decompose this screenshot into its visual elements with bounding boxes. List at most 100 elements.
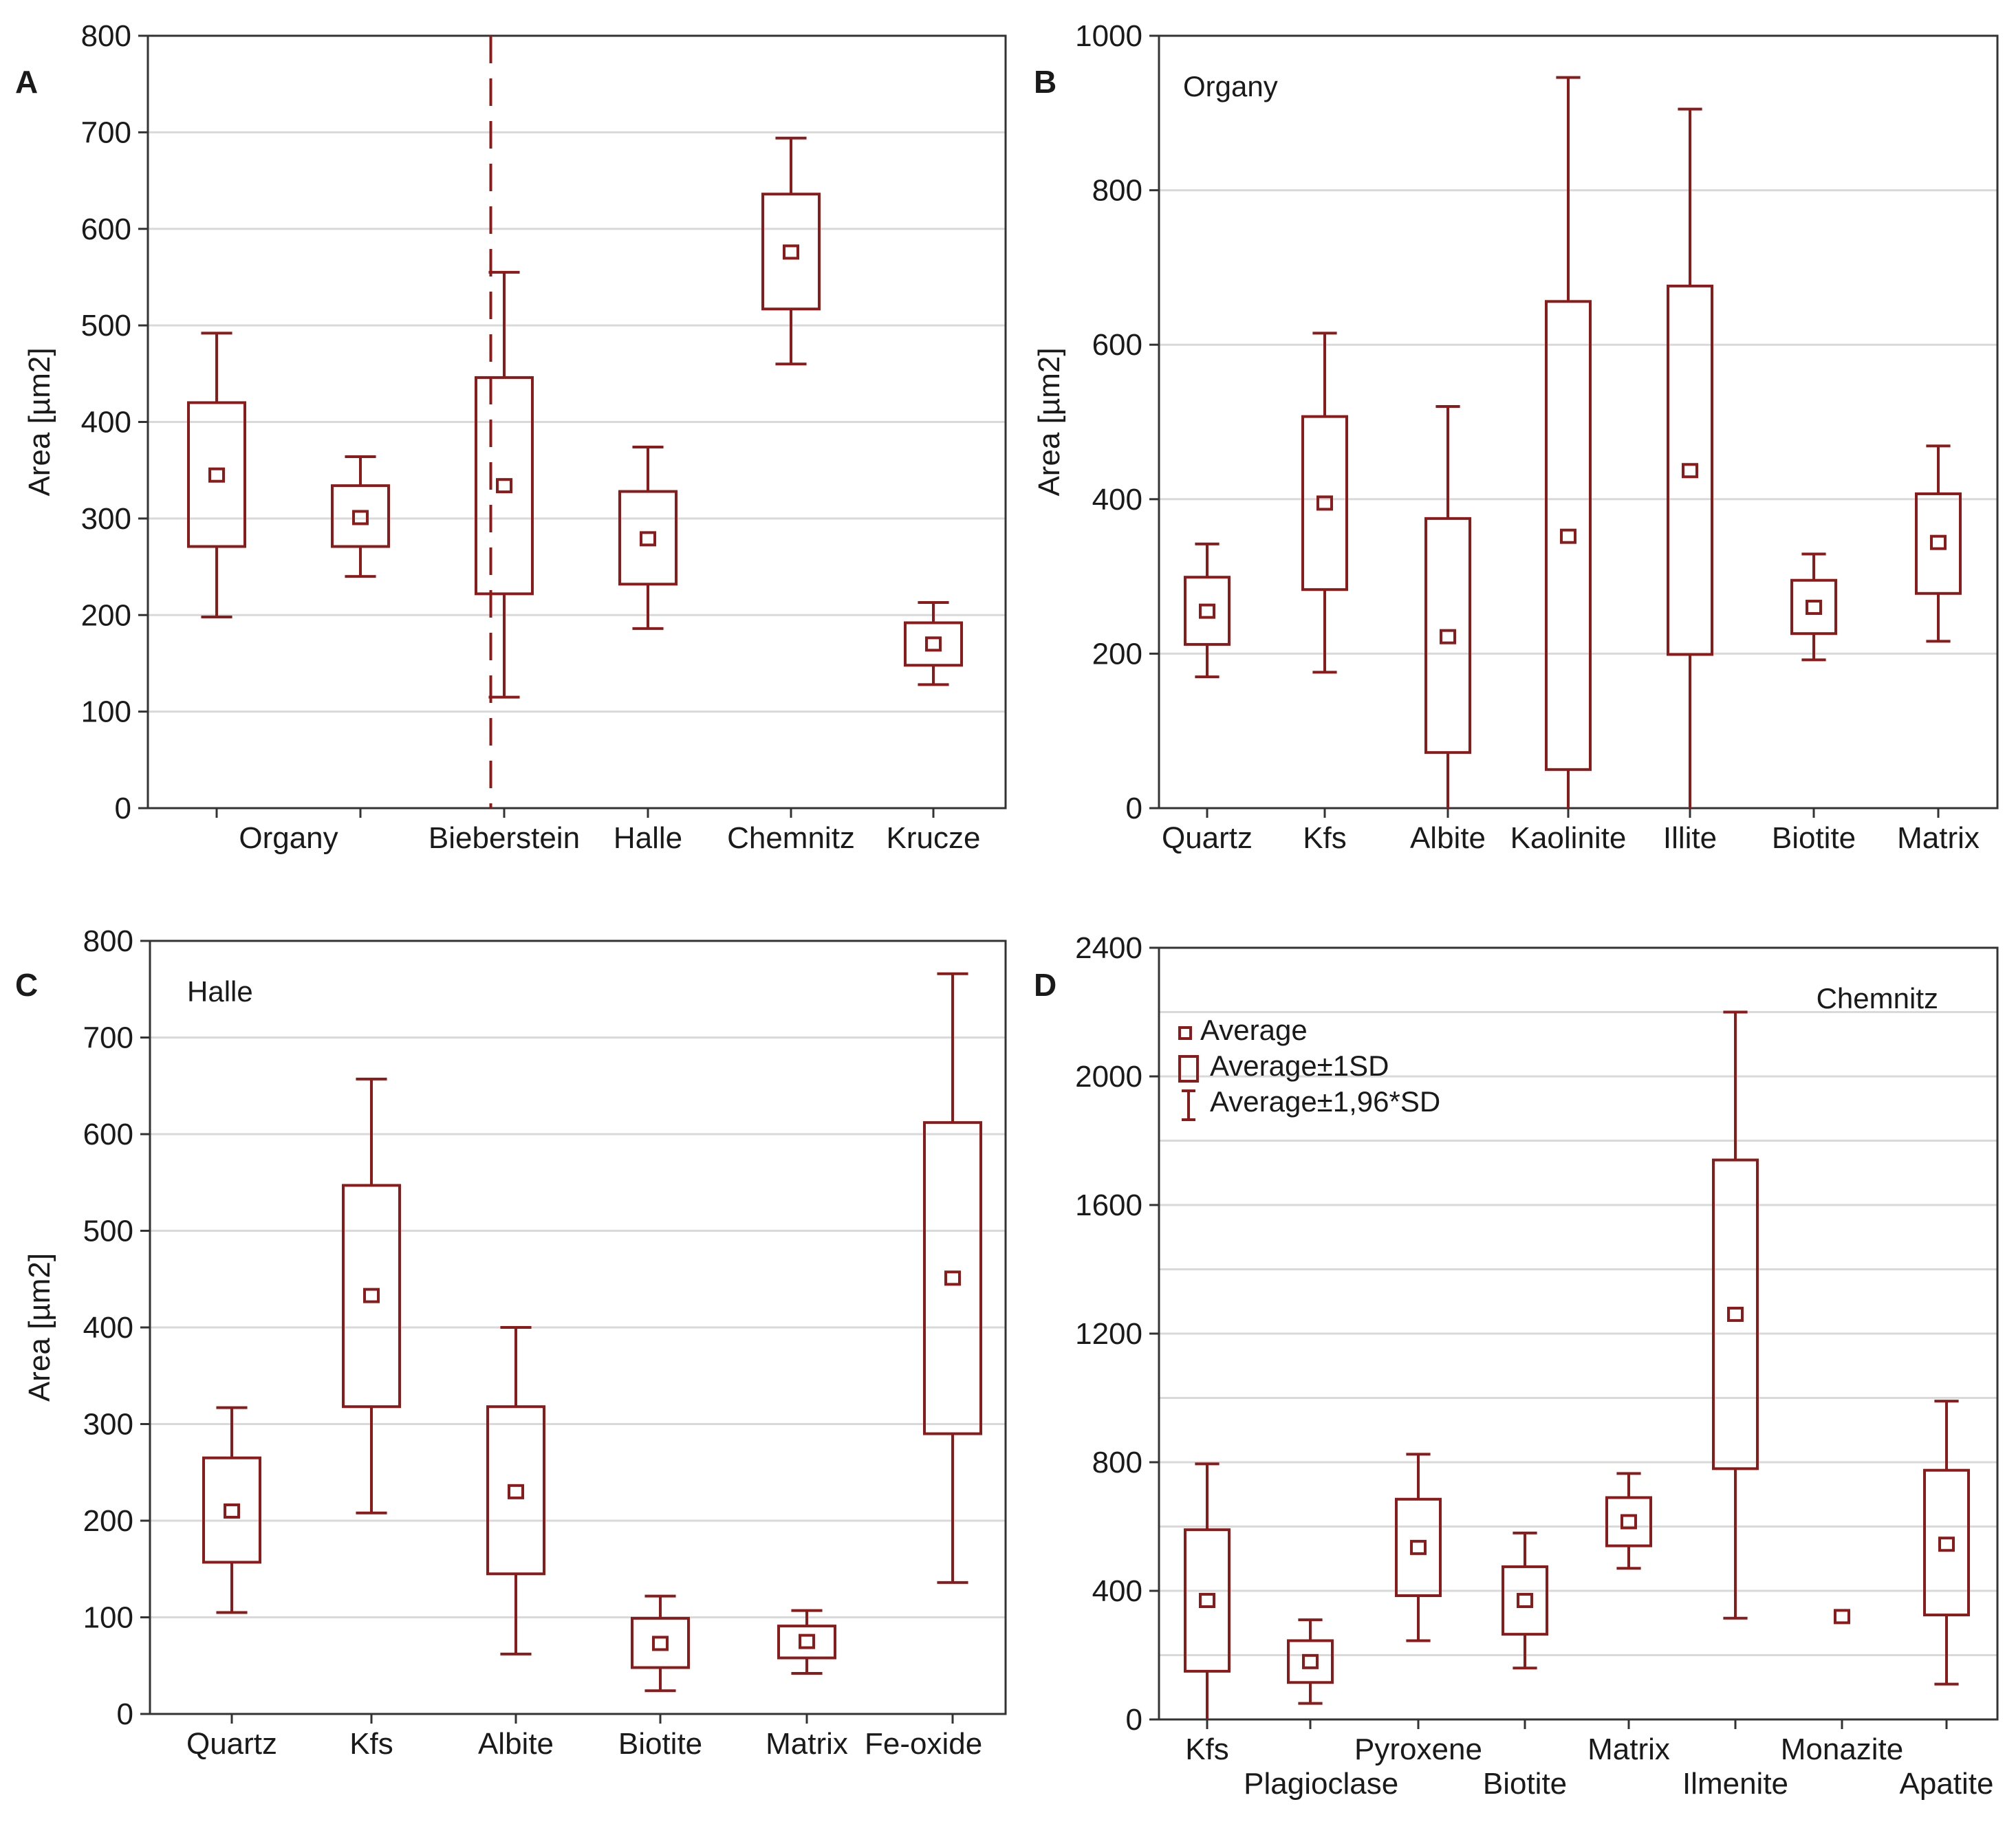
sd-box: [1184, 1528, 1231, 1673]
sd-box: [1605, 1496, 1652, 1548]
y-axis-title: Area [µm2]: [23, 347, 56, 496]
y-tick-label: 100: [81, 695, 131, 729]
sd-box: [187, 401, 246, 548]
x-category-label: Halle: [614, 821, 682, 855]
mean-marker: [799, 1633, 815, 1649]
box-plot-pyroxene: [1395, 1453, 1442, 1642]
y-tick-label: 600: [81, 213, 131, 246]
mean-marker: [1560, 528, 1576, 544]
box-plot-matrix: [1605, 1472, 1652, 1570]
x-category-label: Ilmenite: [1682, 1767, 1788, 1801]
mean-marker: [1199, 603, 1215, 619]
box-plot-krucze: [904, 601, 963, 686]
box-plot-fe-oxide: [923, 972, 982, 1584]
sd-box: [1424, 517, 1471, 754]
y-tick-label: 500: [83, 1215, 133, 1248]
box-plot-plagioclase: [1287, 1618, 1334, 1705]
mean-marker: [1930, 534, 1947, 550]
y-axis-title: Area [µm2]: [1032, 347, 1066, 496]
y-tick-label: 1000: [1075, 19, 1142, 53]
x-category-label: Pyroxene: [1354, 1733, 1482, 1766]
mean-marker: [1806, 600, 1822, 616]
sd-box: [1915, 492, 1962, 595]
y-tick-label: 600: [83, 1118, 133, 1151]
panel-annotation: Organy: [1183, 70, 1278, 102]
box-plot-bieberstein: [475, 270, 534, 699]
chart-panel-d: 0 400 800 1200 1600 2000 2400 Kfs PlagioclasePyr…: [1034, 931, 1999, 1801]
y-tick-label: 800: [1092, 174, 1142, 208]
x-category-label: Biotite: [618, 1727, 702, 1761]
sd-box: [331, 484, 390, 548]
x-category-label: Monazite: [1781, 1733, 1904, 1766]
y-tick-label: 700: [83, 1021, 133, 1055]
sd-box: [475, 376, 534, 596]
box-plot-apatite: [1923, 1400, 1970, 1686]
x-category-label: Albite: [1410, 821, 1486, 855]
box-plot-kfs: [1301, 332, 1348, 674]
legend-item-mean-square: Average: [1178, 1014, 1308, 1046]
mean-marker: [1410, 1539, 1427, 1555]
box-plot-biotite: [631, 1594, 690, 1693]
chart-panel-b: 0 200 400 600 800 1000 Quartz Kfs Albite Kaolinit…: [1032, 19, 1999, 855]
x-category-label: Fe-oxide: [865, 1727, 982, 1761]
panel-letter: C: [15, 967, 38, 1003]
mean-marker: [1938, 1537, 1955, 1552]
y-tick-label: 1200: [1075, 1317, 1142, 1351]
y-tick-label: 700: [81, 116, 131, 149]
mean-marker: [1621, 1514, 1637, 1530]
chart-panel-c: 0 100 200 300 400 500 600 700 800 Quartz Kfs Albite…: [15, 924, 1007, 1761]
y-tick-label: 100: [83, 1601, 133, 1635]
legend-label: Average±1,96*SD: [1210, 1085, 1440, 1118]
legend-box-swatch: [1178, 1055, 1199, 1083]
box-plot-matrix: [777, 1609, 836, 1675]
x-category-label: Matrix: [1897, 821, 1980, 855]
sd-box: [1184, 576, 1231, 646]
y-tick-label: 800: [81, 19, 131, 53]
box-plot-kaolinite: [1545, 76, 1592, 808]
plot-frame: [1158, 34, 1999, 810]
x-category-label: Plagioclase: [1244, 1767, 1398, 1801]
box-plot-albite: [486, 1326, 545, 1655]
legend-item-whisker: Average±1,96*SD: [1182, 1085, 1440, 1121]
y-tick-label: 0: [115, 792, 131, 825]
y-tick-label: 600: [1092, 328, 1142, 362]
sd-box: [486, 1405, 545, 1576]
x-category-label: Illite: [1663, 821, 1717, 855]
box-plot-illite: [1667, 107, 1713, 808]
y-tick-label: 200: [1092, 637, 1142, 671]
y-tick-label: 0: [1126, 1703, 1142, 1737]
box-plot-quartz: [1184, 542, 1231, 679]
mean-marker: [1517, 1593, 1533, 1609]
mean-marker: [783, 244, 799, 260]
panel-letter: A: [15, 64, 38, 100]
sd-box: [1790, 578, 1837, 636]
y-tick-label: 300: [81, 502, 131, 536]
x-category-label: Matrix: [1587, 1733, 1670, 1766]
mean-marker: [224, 1503, 240, 1519]
x-category-label: Bieberstein: [429, 821, 580, 855]
box-plot-albite: [1424, 405, 1471, 808]
box-plot-kfs: [1184, 1462, 1231, 1719]
box-plot-halle: [618, 445, 678, 630]
sd-box: [904, 621, 963, 667]
sd-box: [618, 490, 678, 586]
sd-box: [1712, 1158, 1759, 1470]
box-plot-monazite: [1834, 1609, 1850, 1625]
mean-marker: [640, 531, 656, 547]
x-category-label: Chemnitz: [727, 821, 855, 855]
y-tick-label: 2000: [1075, 1060, 1142, 1094]
y-tick-label: 400: [1092, 483, 1142, 517]
mean-marker: [944, 1270, 961, 1286]
y-tick-label: 300: [83, 1408, 133, 1442]
mean-marker: [652, 1636, 669, 1651]
sd-box: [1395, 1497, 1442, 1598]
panel-letter: B: [1034, 64, 1056, 100]
sd-box: [761, 193, 821, 311]
x-category-label: Kfs: [349, 1727, 393, 1761]
x-category-label: Matrix: [766, 1727, 848, 1761]
box-plot-chemnitz: [761, 136, 821, 366]
y-tick-label: 0: [1126, 792, 1142, 825]
sd-box: [342, 1184, 401, 1409]
y-tick-label: 800: [1092, 1446, 1142, 1479]
legend-label: Average: [1200, 1014, 1308, 1046]
